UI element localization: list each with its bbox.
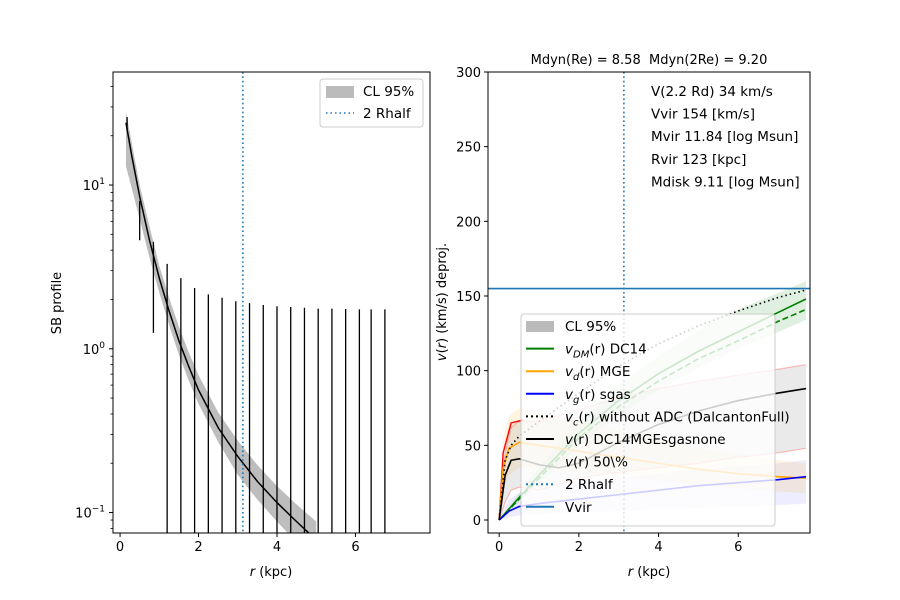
- rc-xlabel-unit: (kpc): [633, 565, 670, 580]
- rc-legend-label: Vvir: [565, 500, 592, 516]
- sb-ytick-base: 10: [83, 179, 100, 194]
- sb-ytick-exp: 0: [99, 341, 105, 351]
- rc-title: Mdyn(Re) = 8.58 Mdyn(2Re) = 9.20: [531, 53, 768, 68]
- sb-ytick-label: 10−1: [75, 505, 105, 522]
- rc-ytick-label: 0: [473, 514, 481, 529]
- sb-xtick-label: 4: [273, 540, 281, 555]
- rc-xtick-label: 0: [495, 540, 503, 555]
- rc-legend-text: (r) sgas: [579, 387, 630, 403]
- sb-ytick-exp: −1: [92, 505, 105, 515]
- rc-xtick-label: 2: [575, 540, 583, 555]
- rc-legend-label: v(r) 50\%: [565, 455, 628, 471]
- sb-legend-rhalf-label: 2 Rhalf: [363, 106, 412, 122]
- rc-ylabel: v(r) (km/s) deproj.: [435, 243, 450, 361]
- sb-xlabel-unit: (kpc): [255, 565, 292, 580]
- rc-legend-label: vg(r) sgas: [565, 387, 631, 406]
- rc-legend-v: v: [565, 409, 574, 425]
- rc-legend-text: (r) 50\%: [573, 455, 628, 471]
- sb-legend-cl-label: CL 95%: [363, 84, 414, 100]
- rc-legend-label: 2 Rhalf: [565, 477, 614, 493]
- rc-annotation: Mdisk 9.11 [log Msun]: [651, 174, 800, 190]
- rc-xlabel-r: r: [628, 565, 635, 580]
- sb-xtick-label: 6: [351, 540, 359, 555]
- rc-legend-label: CL 95%: [565, 319, 616, 335]
- rc-legend-label: vd(r) MGE: [565, 364, 630, 383]
- rc-legend-v: v: [565, 342, 574, 358]
- rc-legend-label: v(r) DC14MGEsgasnone: [565, 432, 726, 448]
- sb-axes-frame: [112, 71, 431, 534]
- rc-legend-text: (r) MGE: [579, 364, 630, 380]
- rc-ylabel-rest: ) (km/s) deproj.: [435, 243, 450, 343]
- rc-annotation: V(2.2 Rd) 34 km/s: [651, 84, 773, 100]
- rc-legend-label: vc(r) without ADC (DalcantonFull): [565, 409, 790, 428]
- rc-legend-text: (r) DC14: [589, 342, 646, 358]
- rc-legend-text: (r) without ADC (DalcantonFull): [579, 409, 790, 425]
- sb-ytick-exp: 1: [99, 177, 105, 187]
- rc-legend-v: v: [565, 455, 574, 471]
- rc-legend-v: v: [565, 364, 574, 380]
- sb-xlabel-r: r: [250, 565, 257, 580]
- sb-xtick-label: 2: [194, 540, 202, 555]
- rc-ytick-label: 200: [456, 215, 481, 230]
- rc-xtick-label: 4: [654, 540, 662, 555]
- sb-ytick-label: 100: [83, 341, 106, 358]
- sb-ytick-base: 10: [75, 507, 92, 522]
- rc-legend-v: v: [565, 432, 574, 448]
- sb-ytick-label: 101: [83, 177, 105, 194]
- rotation-curve-panel: 0 2 4 6 0 50 100 150 200 250 300 Mdyn(Re) = 8.58 …: [435, 53, 811, 580]
- rc-axes-frame: [487, 71, 811, 534]
- rc-ytick-label: 300: [456, 66, 481, 81]
- rc-xlabel: r (kpc): [628, 565, 671, 580]
- sb-ytick-base: 10: [83, 343, 100, 358]
- rc-legend-sub: c: [573, 417, 579, 428]
- sb-ylabel: SB profile: [50, 272, 65, 334]
- sb-xlabel: r (kpc): [250, 565, 293, 580]
- rc-legend-sub: DM: [573, 350, 590, 361]
- rc-xtick-label: 6: [734, 540, 742, 555]
- rc-ytick-label: 50: [464, 439, 481, 454]
- rc-ylabel-r: r: [435, 341, 450, 348]
- rc-annotation: Rvir 123 [kpc]: [651, 152, 746, 168]
- sb-xtick-label: 0: [116, 540, 124, 555]
- rc-legend-text: (r) DC14MGEsgasnone: [573, 432, 726, 448]
- rc-annotations: V(2.2 Rd) 34 km/s Vvir 154 [km/s] Mvir 11.…: [651, 84, 800, 190]
- rc-legend-sub: d: [573, 372, 580, 383]
- sb-legend-cl-swatch: [326, 86, 354, 98]
- rc-legend-swatch-patch: [526, 321, 554, 332]
- rc-ylabel-v: v: [435, 353, 450, 361]
- rc-legend-sub: g: [573, 395, 579, 406]
- rc-ytick-label: 150: [456, 290, 481, 305]
- rc-annotation: Vvir 154 [km/s]: [651, 107, 755, 123]
- sb-cl95-band: [125, 111, 317, 533]
- sb-model-line: [125, 122, 310, 533]
- rc-ylabel-open: (: [435, 348, 450, 353]
- rc-legend-v: v: [565, 387, 574, 403]
- sb-legend: CL 95% 2 Rhalf: [319, 78, 424, 128]
- rc-ytick-label: 100: [456, 365, 481, 380]
- rc-legend-label: vDM(r) DC14: [565, 342, 647, 361]
- rc-annotation: Mvir 11.84 [log Msun]: [651, 129, 798, 145]
- rc-legend-box: [520, 313, 776, 527]
- rc-ytick-label: 250: [456, 141, 481, 156]
